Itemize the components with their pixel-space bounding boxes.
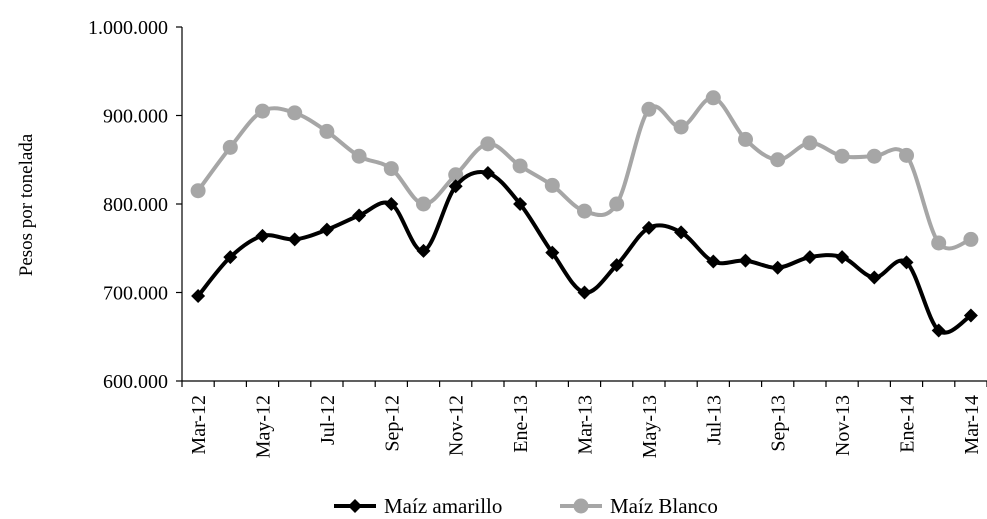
data-point	[963, 308, 978, 323]
data-point	[738, 131, 753, 147]
data-point	[287, 105, 303, 121]
data-point	[222, 139, 238, 155]
data-point	[577, 203, 592, 219]
axes	[176, 26, 987, 387]
legend-item: Maíz Blanco	[560, 494, 718, 518]
data-point	[480, 136, 496, 152]
data-point	[738, 253, 753, 268]
data-point	[383, 161, 399, 177]
y-axis-title: Pesos por tonelada	[16, 133, 37, 276]
x-tick-label: May-13	[639, 395, 661, 458]
data-point	[544, 177, 560, 193]
data-point	[770, 152, 786, 168]
series-line	[196, 95, 972, 251]
x-tick-label: Nov-12	[446, 395, 468, 456]
data-point	[867, 270, 882, 285]
data-point	[190, 183, 206, 199]
data-point	[674, 225, 689, 240]
series-layer	[190, 90, 979, 338]
x-tick-label: May-12	[253, 395, 275, 458]
data-point	[706, 254, 721, 269]
legend-label: Maíz Blanco	[610, 494, 718, 518]
data-point	[802, 135, 818, 151]
data-point	[931, 323, 946, 338]
x-tick-label: Mar-12	[188, 395, 210, 455]
series-line	[196, 170, 973, 335]
data-point	[287, 232, 302, 247]
data-point	[834, 148, 850, 164]
data-point	[480, 166, 495, 181]
y-tick-labels: 600.000 700.000 800.000 900.000 1.000.000	[88, 17, 168, 393]
legend-label: Maíz amarillo	[384, 494, 502, 518]
data-point	[448, 167, 464, 183]
data-point	[577, 285, 592, 300]
data-point	[448, 179, 463, 194]
legend-swatch-marker	[573, 498, 589, 514]
data-point	[255, 228, 270, 243]
series-ma-z-amarillo	[191, 166, 978, 338]
data-point	[545, 245, 560, 260]
data-point	[609, 258, 624, 273]
data-point	[351, 148, 367, 164]
data-point	[899, 255, 914, 270]
x-tick-labels: Mar-12 May-12 Jul-12 Sep-12 Nov-12 Ene-13 Mar-…	[188, 395, 983, 458]
legend-swatch-marker	[348, 499, 362, 513]
y-axis-title-group: Pesos por tonelada	[16, 133, 37, 276]
x-tick-label: Sep-13	[768, 395, 790, 452]
data-point	[609, 196, 625, 212]
data-point	[705, 90, 721, 106]
x-tick-label: Nov-13	[832, 395, 854, 456]
y-tick-label: 800.000	[103, 194, 168, 216]
legend-item: Maíz amarillo	[334, 494, 502, 518]
x-tick-label: Jul-12	[317, 395, 339, 445]
data-point	[963, 231, 979, 247]
x-tick-label: Ene-13	[510, 395, 532, 453]
data-point	[513, 197, 528, 211]
data-point	[802, 250, 817, 265]
data-point	[641, 101, 657, 117]
data-point	[866, 148, 882, 164]
series-ma-z-blanco	[190, 90, 979, 251]
data-point	[673, 119, 689, 135]
data-point	[255, 103, 270, 119]
data-point	[191, 289, 206, 304]
data-point	[223, 250, 238, 265]
data-point	[835, 250, 850, 265]
y-tick-label: 700.000	[103, 283, 168, 305]
data-point	[319, 222, 334, 237]
x-tick-label: Mar-13	[575, 395, 597, 455]
data-point	[352, 208, 367, 223]
x-tick-label: Ene-14	[897, 395, 919, 453]
data-point	[931, 235, 947, 251]
data-point	[384, 197, 399, 211]
y-tick-label: 600.000	[103, 371, 168, 393]
y-tick-label: 900.000	[103, 106, 168, 128]
data-point	[319, 123, 335, 139]
data-point	[641, 220, 656, 235]
x-tick-label: Mar-14	[961, 395, 983, 455]
data-point	[899, 147, 914, 163]
x-tick-label: Jul-13	[703, 395, 725, 445]
y-tick-label: 1.000.000	[88, 17, 168, 39]
data-point	[416, 196, 431, 212]
legend: Maíz amarillo Maíz Blanco	[334, 494, 718, 518]
data-point	[416, 243, 431, 258]
data-point	[512, 158, 528, 174]
x-tick-label: Sep-12	[381, 395, 403, 452]
data-point	[770, 260, 785, 275]
